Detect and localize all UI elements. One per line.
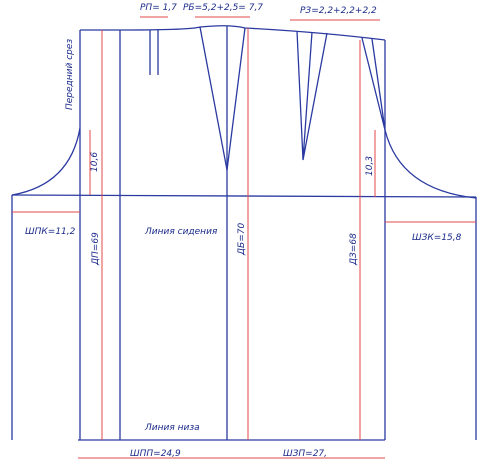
dp-label: ДП=69 [91,232,101,266]
hem-line-label: Линия низа [144,423,200,433]
shpp-label: ШПП=24,9 [130,449,181,459]
seat-line-label: Линия сидения [144,227,218,237]
rp-label: РП= 1,7 [140,3,177,13]
dimensions [12,16,476,459]
back-depth-label: 10,3 [365,156,375,176]
front-cut-label: Передний срез [65,39,75,110]
shzk-label: ШЗК=15,8 [412,233,462,243]
front-dart [149,30,159,75]
back-crotch [384,40,477,199]
waist-line [80,25,386,41]
rz-label: РЗ=2,2+2,2+2,2 [300,6,377,16]
front-crotch [11,30,81,196]
dz-label: ДЗ=68 [349,233,359,266]
side-dart [199,26,246,171]
outline [11,25,477,441]
shzp-label: ШЗП=27, [283,449,327,459]
back-dart [296,30,328,161]
back-dart-small [361,37,386,131]
seat-line [11,194,477,198]
front-depth-label: 10,6 [90,152,100,172]
db-label: ДБ=70 [237,223,247,256]
rb-label: РБ=5,2+2,5= 7,7 [183,3,263,13]
shpk-label: ШПК=11,2 [25,227,76,237]
